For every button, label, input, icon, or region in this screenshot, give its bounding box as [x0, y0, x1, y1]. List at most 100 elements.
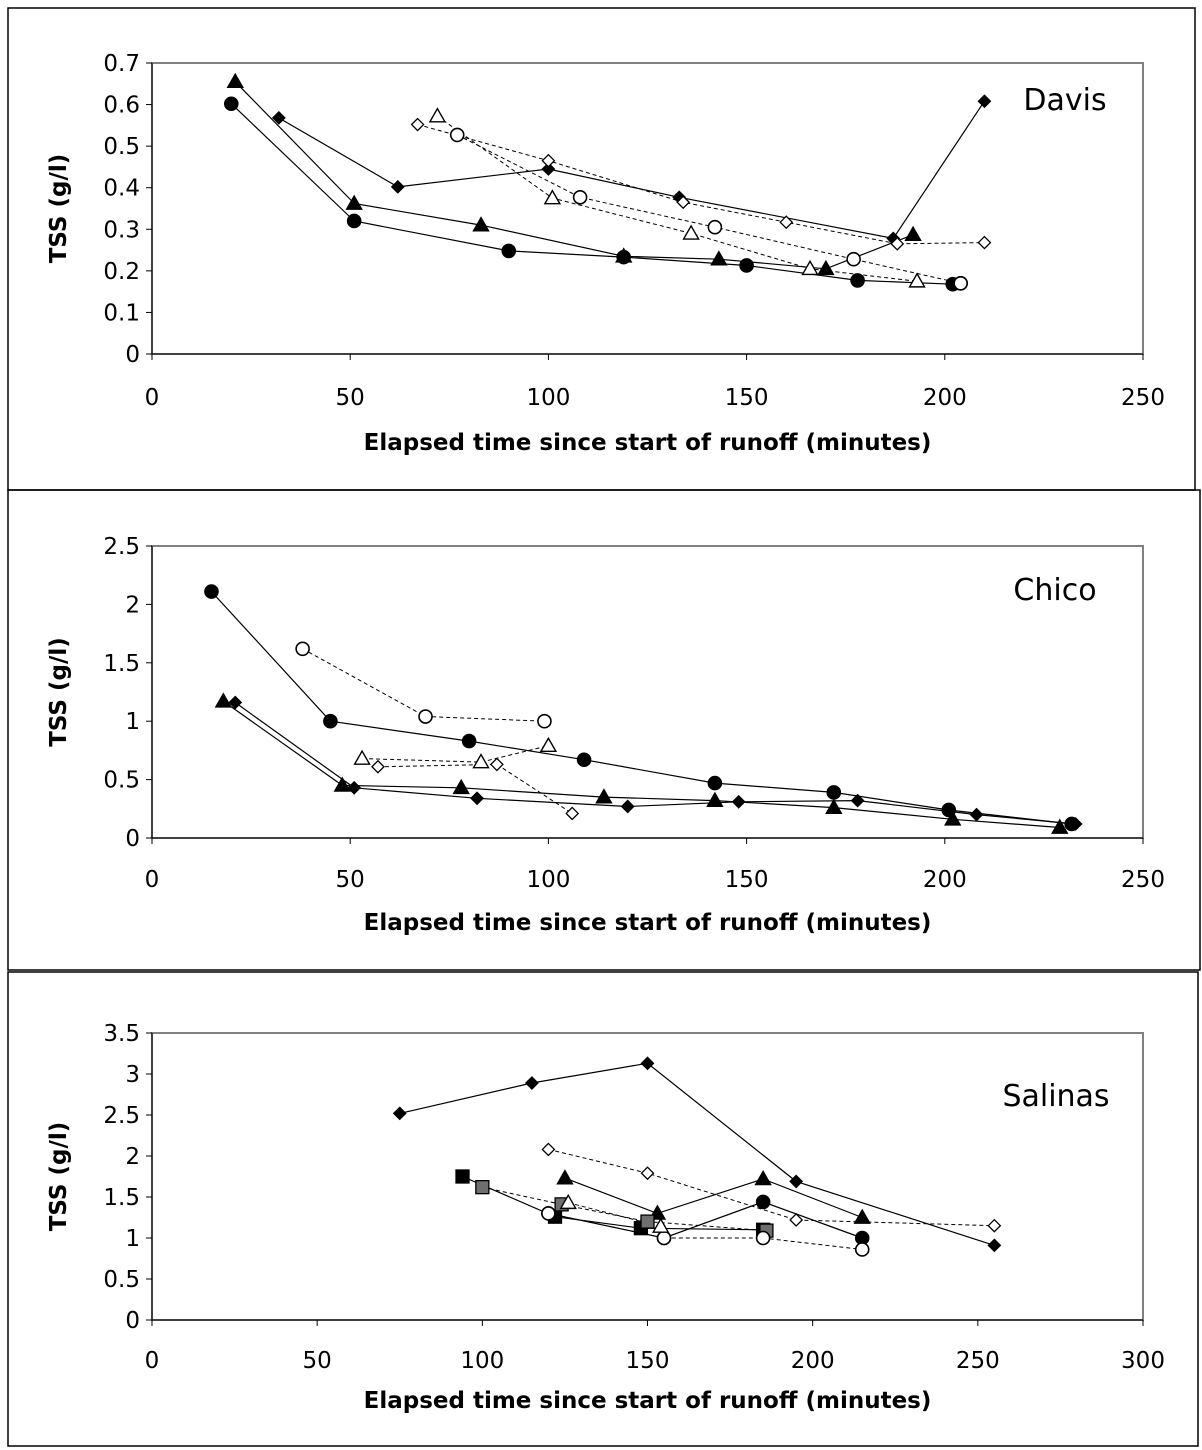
davis-series-3-point: [616, 249, 632, 265]
chico-series-5-line: [362, 745, 549, 763]
salinas-y-tick-label: 1.5: [103, 1185, 140, 1211]
davis-series-1-point: [345, 194, 363, 210]
chico-series-2-point: [944, 810, 962, 826]
salinas-x-tick-label: 150: [626, 1348, 670, 1374]
salinas-series-1-point: [640, 1056, 655, 1071]
davis-x-tick-label: 50: [336, 385, 365, 411]
davis-series-5-point: [543, 189, 562, 205]
davis-y-tick-label: 0: [125, 342, 140, 368]
davis-series-1-point: [472, 216, 490, 232]
salinas-y-tick-label: 3.5: [103, 1021, 140, 1047]
chico-series-2-point: [706, 791, 724, 807]
chico-series-6-point: [565, 806, 580, 821]
salinas-series-6-point: [475, 1180, 490, 1195]
salinas-series-3-point: [754, 1170, 772, 1186]
davis-series-4-point: [977, 235, 992, 250]
chico-series-2-point: [595, 788, 613, 804]
davis-x-tick-label: 150: [725, 385, 769, 411]
chico-y-tick-label: 1.5: [103, 651, 140, 677]
salinas-series-7-point: [755, 1230, 771, 1246]
chico-series-2-point: [333, 776, 351, 792]
salinas-x-tick-label: 250: [956, 1348, 1000, 1374]
chico-series-3-point: [228, 695, 243, 710]
chico-series-1-point: [461, 733, 477, 749]
davis-panel-frame: [7, 7, 1196, 491]
salinas-series-8-point: [559, 1193, 577, 1210]
chico-y-axis-title: TSS (g/l): [46, 637, 72, 747]
davis-series-5-point: [801, 259, 819, 276]
salinas-site-label: Salinas: [1002, 1079, 1109, 1114]
salinas-series-2-point: [640, 1166, 655, 1181]
chico-x-tick-label: 200: [923, 867, 967, 893]
davis-series-4-point: [890, 236, 905, 251]
chico-series-3-point: [969, 807, 984, 822]
davis-series-2-point: [541, 162, 556, 176]
davis-y-tick-label: 0.3: [103, 217, 140, 243]
davis-y-axis-title: TSS (g/l): [46, 154, 72, 264]
salinas-chart: 0 0.5 1 1.5 2 2.5 3 3.5 0 50 100 150 200 250 300 Elapse…: [46, 1021, 1165, 1414]
chico-series-3-point: [347, 780, 362, 795]
salinas-series-7-point: [541, 1206, 556, 1221]
chico-series-4-point: [295, 641, 310, 657]
chico-series-6-point: [371, 759, 385, 774]
salinas-y-axis-title: TSS (g/l): [46, 1122, 72, 1232]
salinas-series-1-point: [987, 1238, 1002, 1253]
davis-series-5-point: [682, 224, 700, 240]
davis-series-5-line: [437, 115, 918, 282]
salinas-series-5-point: [455, 1169, 470, 1184]
salinas-series-2-point: [987, 1218, 1002, 1233]
salinas-series-4-line: [548, 1201, 863, 1239]
salinas-series-2-point: [541, 1142, 556, 1157]
chico-x-tick-label: 100: [526, 867, 570, 893]
davis-series-1-line: [234, 81, 914, 270]
chico-series-3-line: [234, 702, 1076, 825]
davis-series-6-point: [707, 219, 723, 235]
chico-x-tick-label: 150: [725, 867, 769, 893]
chico-series-2-point: [825, 798, 843, 814]
davis-y-tick-label: 0.1: [103, 300, 140, 326]
davis-x-tick-label: 100: [526, 385, 570, 411]
davis-series-6-point: [953, 276, 968, 291]
davis-series-2-point: [271, 110, 286, 125]
davis-series-4-line: [417, 124, 985, 245]
davis-y-tick-label: 0.6: [103, 93, 140, 119]
davis-y-tick-label: 0.2: [103, 259, 140, 285]
davis-series-6-point: [449, 127, 465, 143]
chico-y-tick-label: 0: [125, 826, 140, 852]
salinas-y-tick-label: 2: [125, 1144, 140, 1170]
davis-series-3-point: [346, 213, 362, 229]
chico-series-3-point: [850, 793, 865, 808]
chico-series-2-line: [223, 700, 1060, 829]
davis-series-3-point: [739, 258, 754, 273]
chico-series-3-point: [731, 794, 746, 809]
salinas-series-3-line: [564, 1177, 863, 1219]
chico-x-tick-label: 250: [1121, 867, 1165, 893]
chico-series-1-point: [576, 752, 592, 768]
chico-y-tick-label: 0.5: [103, 768, 140, 794]
salinas-series-2-point: [789, 1213, 804, 1227]
salinas-x-tick-label: 300: [1121, 1348, 1165, 1374]
chico-y-tick-label: 1: [125, 709, 140, 735]
chico-series-1-point: [323, 713, 338, 729]
davis-series-1-point: [904, 225, 922, 242]
chico-series-1-point: [707, 775, 723, 791]
salinas-x-tick-label: 50: [303, 1348, 332, 1374]
salinas-y-tick-label: 3: [125, 1062, 140, 1088]
chico-series-4-point: [418, 709, 433, 724]
salinas-series-5-line: [462, 1175, 764, 1231]
salinas-panel-frame: [7, 971, 1199, 1447]
davis-series-3-line: [230, 103, 961, 285]
davis-series-3-point: [850, 273, 865, 288]
davis-series-4-point: [541, 153, 556, 168]
davis-series-3-point: [501, 243, 517, 259]
davis-series-6-point: [846, 251, 861, 267]
chico-site-label: Chico: [1013, 573, 1096, 608]
chico-x-tick-label: 50: [336, 867, 365, 893]
salinas-y-tick-label: 0.5: [103, 1267, 140, 1293]
chico-panel-frame: [7, 489, 1201, 971]
chico-series-1-point: [204, 584, 219, 599]
davis-series-5-point: [908, 272, 926, 288]
salinas-series-6-point: [640, 1214, 655, 1229]
salinas-x-tick-label: 0: [145, 1348, 160, 1374]
